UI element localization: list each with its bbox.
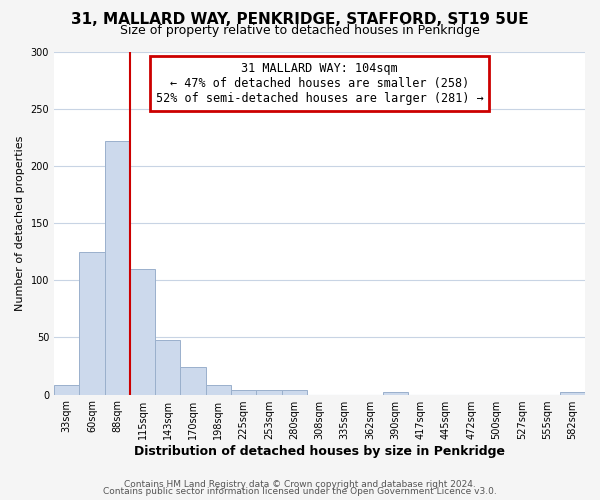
- Bar: [281, 390, 307, 394]
- Text: Contains HM Land Registry data © Crown copyright and database right 2024.: Contains HM Land Registry data © Crown c…: [124, 480, 476, 489]
- Bar: [54, 386, 79, 394]
- Bar: [206, 386, 231, 394]
- Bar: [256, 390, 281, 394]
- Y-axis label: Number of detached properties: Number of detached properties: [15, 136, 25, 310]
- Bar: [181, 367, 206, 394]
- Bar: [130, 269, 155, 394]
- Bar: [79, 252, 104, 394]
- Bar: [383, 392, 408, 394]
- Bar: [155, 340, 181, 394]
- Bar: [231, 390, 256, 394]
- Text: Contains public sector information licensed under the Open Government Licence v3: Contains public sector information licen…: [103, 488, 497, 496]
- Text: Size of property relative to detached houses in Penkridge: Size of property relative to detached ho…: [120, 24, 480, 37]
- Text: 31 MALLARD WAY: 104sqm
← 47% of detached houses are smaller (258)
52% of semi-de: 31 MALLARD WAY: 104sqm ← 47% of detached…: [155, 62, 484, 105]
- Bar: [104, 140, 130, 394]
- Text: 31, MALLARD WAY, PENKRIDGE, STAFFORD, ST19 5UE: 31, MALLARD WAY, PENKRIDGE, STAFFORD, ST…: [71, 12, 529, 28]
- Bar: [560, 392, 585, 394]
- X-axis label: Distribution of detached houses by size in Penkridge: Distribution of detached houses by size …: [134, 444, 505, 458]
